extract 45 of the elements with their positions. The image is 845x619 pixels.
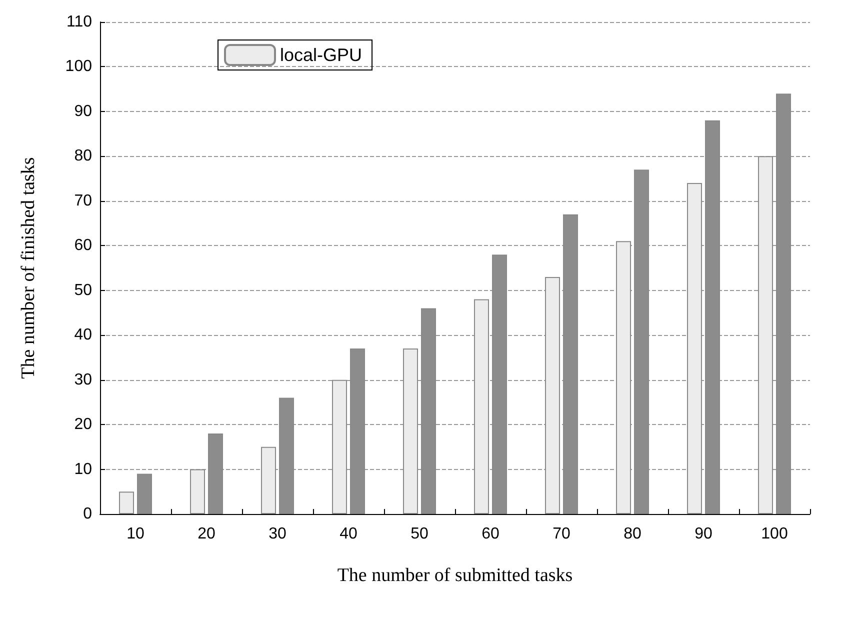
x-tick-label: 10 (126, 526, 144, 542)
bar (545, 276, 560, 514)
bar (705, 120, 720, 514)
y-tick-label: 20 (74, 416, 92, 434)
y-tick-label: 10 (74, 460, 92, 478)
bar (492, 254, 507, 514)
y-tick-label: 50 (74, 282, 92, 299)
y-tick-label: 90 (74, 102, 92, 120)
y-tick-label: 60 (74, 237, 92, 254)
bar (403, 348, 418, 514)
y-tick-label: 30 (74, 371, 92, 388)
bar (332, 380, 347, 514)
y-axis-title: The number of finished tasks (18, 157, 39, 379)
bar (137, 474, 152, 514)
bar (616, 241, 631, 514)
y-tick-label: 40 (74, 326, 92, 344)
y-tick-label: 100 (65, 58, 92, 76)
x-tick-label: 100 (761, 526, 788, 542)
bar (119, 492, 134, 514)
x-tick-label: 50 (410, 526, 428, 542)
bar (776, 94, 791, 514)
bar (563, 214, 578, 514)
x-axis-title: The number of submitted tasks (337, 565, 573, 586)
x-tick-label: 60 (482, 526, 500, 542)
y-tick-label: 0 (83, 506, 92, 522)
x-tick-label: 90 (694, 526, 712, 542)
y-tick-label: 110 (66, 14, 92, 30)
x-tick-label: 80 (624, 526, 642, 542)
bar (190, 469, 205, 514)
bar (687, 183, 702, 514)
x-tick-label: 40 (340, 526, 358, 542)
legend-label: local-GPU (280, 45, 362, 65)
bar (421, 308, 436, 514)
bar (474, 299, 489, 514)
y-tick-label: 80 (74, 148, 92, 165)
bar (350, 348, 365, 514)
bar (279, 398, 294, 514)
bar (261, 446, 276, 514)
bar (758, 156, 773, 514)
bar (208, 433, 223, 514)
bar (634, 170, 649, 514)
x-tick-label: 70 (552, 526, 570, 542)
y-tick-label: 70 (74, 192, 92, 210)
x-tick-label: 30 (268, 526, 286, 542)
x-tick-label: 20 (198, 526, 216, 542)
